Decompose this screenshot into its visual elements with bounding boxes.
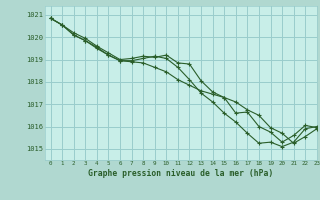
X-axis label: Graphe pression niveau de la mer (hPa): Graphe pression niveau de la mer (hPa)	[88, 169, 273, 178]
